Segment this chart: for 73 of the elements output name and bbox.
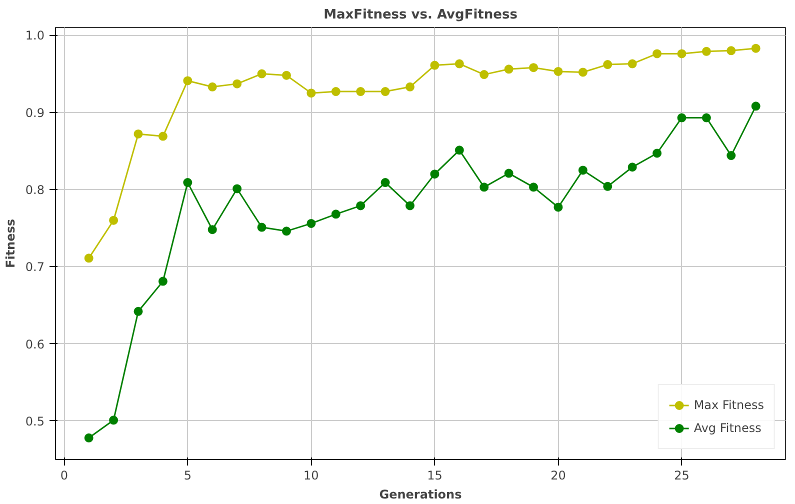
point xyxy=(504,64,514,74)
point xyxy=(257,69,266,78)
point xyxy=(628,59,637,68)
point xyxy=(109,416,118,425)
point xyxy=(84,254,94,263)
point xyxy=(554,202,563,212)
point xyxy=(726,151,736,160)
x-tick-label: 25 xyxy=(674,468,690,482)
point xyxy=(183,76,192,86)
x-tick-label: 20 xyxy=(550,468,566,482)
point xyxy=(306,88,316,98)
y-tick-label: 0.9 xyxy=(25,106,45,120)
y-axis-title: Fitness xyxy=(3,218,18,268)
point xyxy=(578,68,588,77)
point xyxy=(652,49,662,58)
y-tick-label: 0.7 xyxy=(25,260,45,274)
point xyxy=(331,210,340,219)
point xyxy=(232,79,242,88)
point xyxy=(578,166,588,175)
point xyxy=(134,306,143,316)
point xyxy=(454,146,464,155)
point xyxy=(183,178,192,188)
x-axis-title: Generations xyxy=(379,488,462,502)
point xyxy=(430,170,440,179)
point xyxy=(702,113,711,122)
y-tick-label: 0.8 xyxy=(25,183,45,197)
point xyxy=(628,162,637,172)
point xyxy=(726,46,736,56)
point xyxy=(454,59,464,68)
point xyxy=(208,82,217,92)
point xyxy=(158,132,168,141)
point xyxy=(652,148,662,158)
x-tick-label: 15 xyxy=(427,468,442,482)
chart-title: MaxFitness vs. AvgFitness xyxy=(324,8,518,22)
point xyxy=(406,201,414,210)
point xyxy=(306,218,316,228)
point xyxy=(406,82,414,92)
point xyxy=(257,222,266,232)
point xyxy=(430,60,440,70)
point xyxy=(603,182,612,191)
point xyxy=(282,70,291,80)
x-tick-label: 0 xyxy=(60,468,68,482)
point xyxy=(702,46,711,56)
point xyxy=(356,201,366,210)
point xyxy=(529,182,538,192)
legend-label: Avg Fitness xyxy=(694,421,762,435)
point xyxy=(480,70,489,80)
point xyxy=(504,168,514,178)
point xyxy=(84,433,94,442)
point xyxy=(356,87,366,96)
y-tick-label: 1.0 xyxy=(25,28,45,43)
point xyxy=(134,129,143,138)
point xyxy=(232,184,242,194)
point xyxy=(751,44,760,53)
y-tick-label: 0.5 xyxy=(25,414,45,428)
point xyxy=(677,113,686,122)
x-tick-label: 10 xyxy=(304,468,319,482)
point xyxy=(603,60,612,70)
point xyxy=(529,63,538,72)
point xyxy=(380,87,390,96)
y-tick-label: 0.6 xyxy=(25,337,45,352)
point xyxy=(751,102,760,111)
point xyxy=(158,276,168,286)
point xyxy=(331,87,340,96)
point xyxy=(109,216,118,225)
point xyxy=(677,49,686,58)
point xyxy=(208,225,217,234)
x-tick-label: 5 xyxy=(184,468,192,482)
point xyxy=(480,182,489,192)
point xyxy=(380,178,390,188)
point xyxy=(554,66,563,76)
legend-label: Max Fitness xyxy=(694,398,764,412)
point xyxy=(282,226,291,236)
